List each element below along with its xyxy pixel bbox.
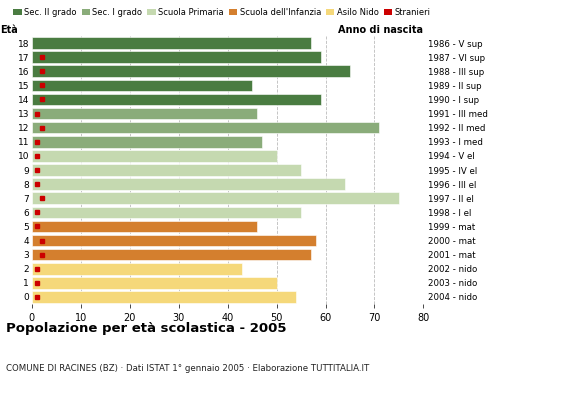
Bar: [32, 51, 321, 63]
Bar: [32, 136, 262, 148]
Bar: [32, 164, 301, 176]
Bar: [32, 249, 311, 260]
Legend: Sec. II grado, Sec. I grado, Scuola Primaria, Scuola dell'Infanzia, Asilo Nido, : Sec. II grado, Sec. I grado, Scuola Prim…: [10, 4, 434, 20]
Bar: [32, 122, 379, 134]
Bar: [32, 235, 316, 246]
Bar: [32, 277, 277, 289]
Bar: [32, 291, 296, 303]
Bar: [32, 37, 311, 49]
Bar: [32, 178, 345, 190]
Bar: [32, 66, 350, 77]
Bar: [32, 206, 301, 218]
Bar: [32, 221, 257, 232]
Text: Anno di nascita: Anno di nascita: [338, 26, 423, 36]
Bar: [32, 263, 242, 274]
Text: Popolazione per età scolastica - 2005: Popolazione per età scolastica - 2005: [6, 322, 287, 335]
Bar: [32, 80, 252, 91]
Bar: [32, 150, 277, 162]
Text: COMUNE DI RACINES (BZ) · Dati ISTAT 1° gennaio 2005 · Elaborazione TUTTITALIA.IT: COMUNE DI RACINES (BZ) · Dati ISTAT 1° g…: [6, 364, 369, 373]
Bar: [32, 108, 257, 119]
Bar: [32, 94, 321, 105]
Text: Età: Età: [0, 26, 18, 36]
Bar: [32, 192, 399, 204]
